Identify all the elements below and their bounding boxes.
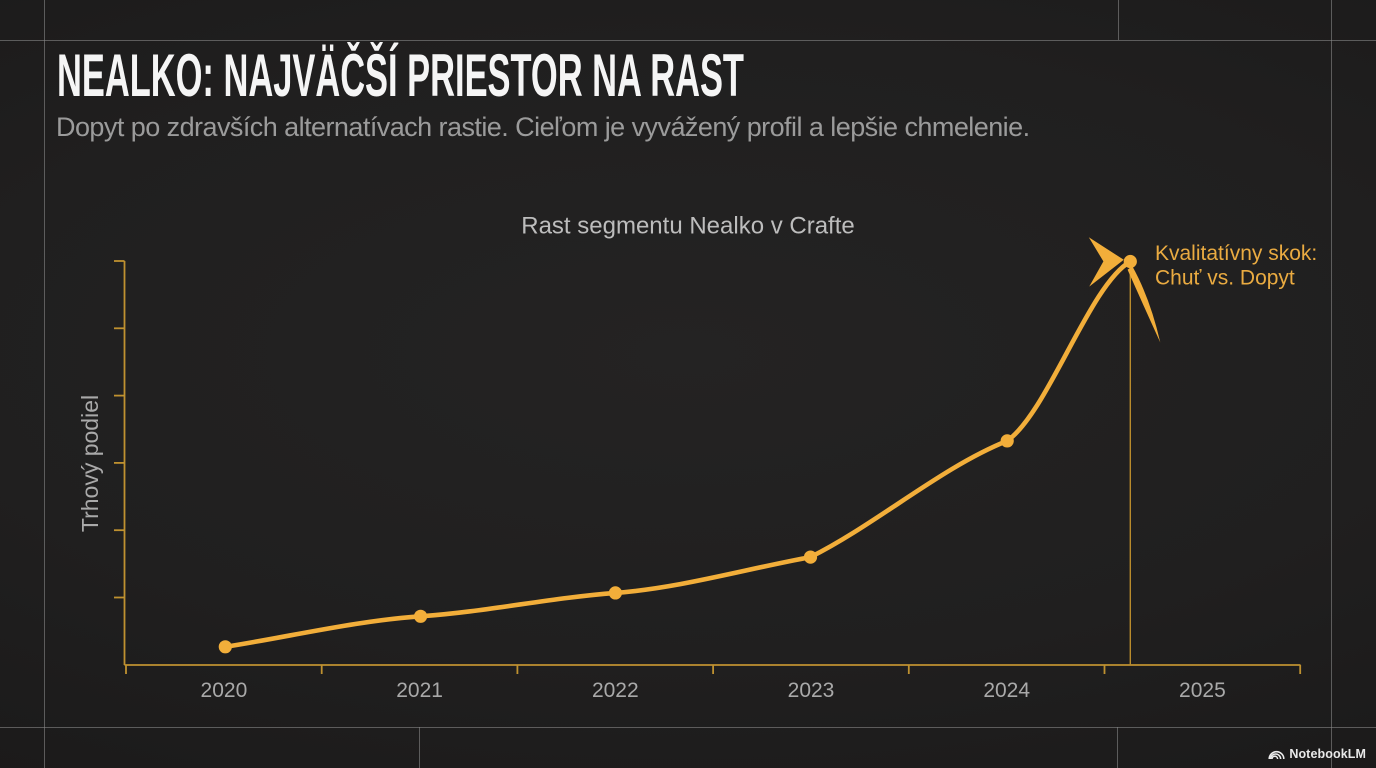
svg-text:2023: 2023: [788, 679, 835, 702]
svg-text:Trhový podiel: Trhový podiel: [77, 395, 103, 532]
svg-text:Chuť vs. Dopyt: Chuť vs. Dopyt: [1155, 266, 1295, 289]
svg-text:Rast segmentu Nealko v Crafte: Rast segmentu Nealko v Crafte: [521, 213, 854, 240]
svg-text:2022: 2022: [592, 679, 639, 702]
svg-text:2024: 2024: [983, 679, 1030, 702]
svg-text:2021: 2021: [396, 679, 443, 702]
svg-text:2025: 2025: [1179, 679, 1226, 702]
svg-text:2020: 2020: [201, 679, 248, 702]
svg-text:Kvalitatívny skok:: Kvalitatívny skok:: [1155, 242, 1317, 265]
